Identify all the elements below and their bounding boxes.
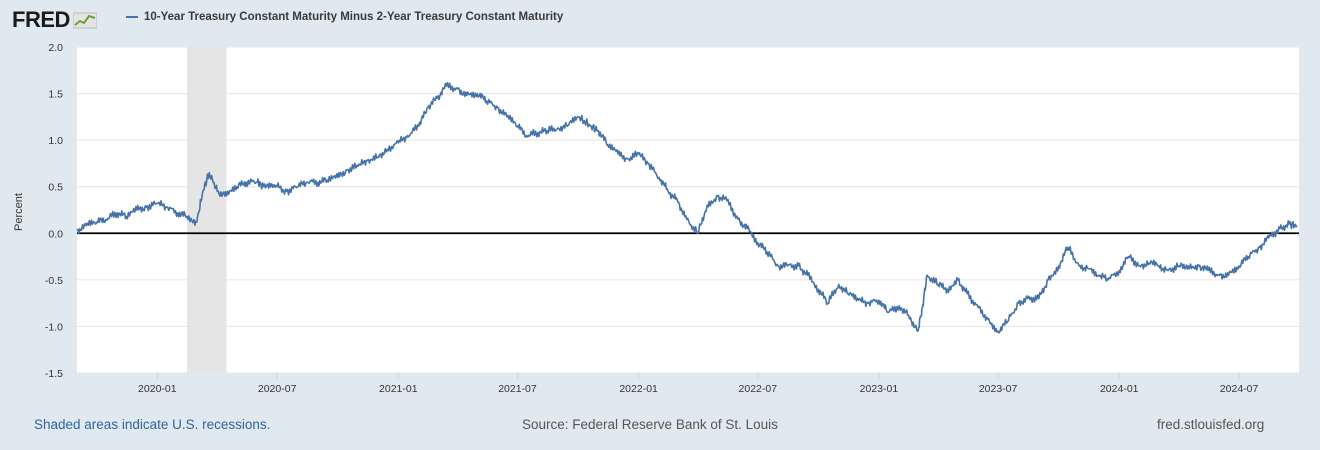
- x-tick-label: 2022-01: [619, 383, 658, 395]
- plot-area: [77, 47, 1299, 373]
- logo-text: FRED: [12, 7, 70, 32]
- source-text: Source: Federal Reserve Bank of St. Loui…: [522, 417, 778, 432]
- y-tick-label: -0.5: [45, 275, 63, 287]
- y-axis-label: Percent: [13, 193, 25, 231]
- y-tick-label: 0.5: [48, 182, 63, 194]
- x-tick-label: 2021-01: [379, 383, 418, 395]
- recession-note-link[interactable]: Shaded areas indicate U.S. recessions.: [34, 417, 271, 432]
- fred-graph-icon: [72, 12, 97, 29]
- legend-swatch: [126, 16, 138, 18]
- series-line: [76, 81, 1298, 334]
- y-tick-label: 2.0: [48, 42, 63, 54]
- y-tick-label: 1.0: [48, 135, 63, 147]
- x-tick-label: 2024-07: [1220, 383, 1259, 395]
- y-tick-label: 0.0: [48, 228, 63, 240]
- y-tick-label: -1.0: [45, 321, 63, 333]
- x-tick-label: 2022-07: [739, 383, 778, 395]
- chart-legend: 10-Year Treasury Constant Maturity Minus…: [126, 11, 563, 23]
- recession-band: [186, 47, 227, 373]
- x-tick-label: 2024-01: [1100, 383, 1139, 395]
- x-tick-label: 2021-07: [498, 383, 537, 395]
- x-tick-label: 2020-01: [138, 383, 177, 395]
- x-tick-label: 2023-07: [979, 383, 1018, 395]
- fred-logo[interactable]: FRED: [12, 6, 97, 34]
- site-link[interactable]: fred.stlouisfed.org: [1157, 417, 1265, 432]
- y-tick-label: -1.5: [45, 368, 63, 380]
- series-title: 10-Year Treasury Constant Maturity Minus…: [144, 11, 564, 23]
- y-tick-label: 1.5: [48, 89, 63, 101]
- x-tick-label: 2023-01: [860, 383, 899, 395]
- chart: 2.0 1.5 1.0 0.5 0.0 -0.5 -1.0 -1.5 2020-01 2020-…: [13, 42, 1299, 395]
- x-tick-label: 2020-07: [258, 383, 297, 395]
